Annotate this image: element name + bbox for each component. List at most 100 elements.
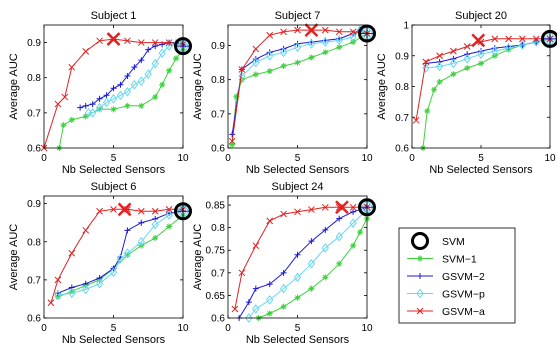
- y-tick-label: 0.8: [211, 75, 225, 86]
- point-svm-1: [450, 71, 457, 78]
- point-gsvm-p: [349, 218, 357, 228]
- point-svm-1: [54, 294, 61, 301]
- series-gsvm-p: [57, 208, 184, 296]
- point-svm-1: [336, 260, 343, 267]
- point-gsvm-p: [266, 50, 274, 61]
- point-gsvm-p: [151, 219, 159, 230]
- series-svm-1: [231, 33, 368, 145]
- point-gsvm-p: [123, 248, 132, 259]
- x-tick-label: 10: [361, 153, 373, 164]
- point-svm-1: [124, 252, 131, 259]
- point-gsvm-p: [137, 76, 145, 87]
- point-svm-1: [322, 274, 329, 281]
- point-svm-1: [464, 65, 471, 72]
- axes-frame: [227, 24, 368, 149]
- y-tick-label: 0.7: [27, 275, 41, 286]
- point-svm-1: [166, 67, 173, 74]
- axes-frame: [43, 24, 184, 149]
- series-svm-1: [258, 218, 368, 319]
- y-axis-label: Average AUC: [192, 53, 204, 120]
- gsvm-a-best-marker: [106, 32, 121, 46]
- point-gsvm-p: [279, 47, 288, 58]
- x-axis-label: Nb Selected Sensors: [246, 164, 350, 176]
- point-gsvm-a: [231, 305, 239, 313]
- gsvm-a-best-marker: [471, 33, 486, 48]
- series-gsvm-p: [88, 43, 183, 114]
- point-gsvm-a: [54, 276, 62, 284]
- point-gsvm-p: [95, 102, 104, 113]
- point-svm-1: [68, 288, 75, 295]
- point-svm-1: [252, 71, 259, 78]
- point-gsvm-p: [477, 49, 485, 60]
- point-gsvm-a: [422, 58, 430, 66]
- y-axis-label: Average AUC: [8, 53, 20, 120]
- y-tick-label: 0.9: [27, 38, 41, 49]
- y-tick-label: 0.9: [27, 199, 41, 210]
- point-svm-1: [424, 108, 431, 115]
- point-gsvm-a: [252, 45, 260, 53]
- point-gsvm-p: [504, 43, 513, 53]
- legend-label: GSVM−p: [442, 289, 485, 301]
- subplot-5: 0 5 10 0.6 0.65 0.7 0.75 0.8 0.85 Subject 24 Nb Se…: [192, 181, 376, 346]
- x-tick-label: 5: [111, 323, 117, 334]
- legend-item-gsvm-2: GSVM−2: [407, 271, 485, 283]
- point-svm-1: [173, 55, 180, 62]
- point-svm-1: [280, 303, 287, 310]
- y-tick-label: 1: [403, 21, 409, 32]
- legend-label: GSVM−a: [442, 306, 485, 318]
- point-gsvm-p: [422, 63, 430, 73]
- point-gsvm-2: [82, 102, 89, 109]
- subplot-title: Subject 6: [91, 181, 137, 193]
- x-tick-label: 0: [41, 323, 47, 334]
- y-axis-label: Average AUC: [376, 53, 388, 120]
- point-svm-1: [68, 116, 75, 123]
- point-gsvm-p: [137, 236, 145, 247]
- point-gsvm-2: [245, 299, 252, 306]
- point-svm-1: [436, 78, 443, 85]
- point-gsvm-2: [252, 285, 259, 292]
- point-gsvm-a: [491, 35, 499, 43]
- y-tick-label: 0.7: [395, 113, 409, 124]
- point-gsvm-a: [280, 210, 287, 218]
- y-tick-label: 0.6: [211, 314, 225, 325]
- point-svm-1: [229, 141, 236, 148]
- point-svm-1: [60, 122, 67, 129]
- y-axis-label: Average AUC: [8, 224, 20, 291]
- y-tick-label: 0.9: [395, 51, 409, 62]
- point-svm-1: [82, 113, 89, 120]
- legend-marker: [417, 273, 423, 279]
- point-gsvm-a: [266, 31, 274, 39]
- point-gsvm-2: [229, 131, 236, 138]
- legend-item-svm-1: SVM−1: [407, 254, 477, 266]
- y-tick-label: 0.8: [395, 82, 409, 93]
- legend-marker: [416, 288, 424, 299]
- y-tick-label: 0.6: [27, 314, 41, 325]
- x-axis-label: Nb Selected Sensors: [62, 164, 166, 176]
- x-tick-label: 0: [225, 323, 231, 334]
- point-gsvm-a: [110, 205, 117, 213]
- point-gsvm-a: [165, 205, 173, 213]
- point-gsvm-p: [158, 48, 166, 58]
- point-gsvm-a: [321, 203, 329, 211]
- point-gsvm-2: [77, 104, 84, 111]
- point-gsvm-2: [124, 227, 131, 234]
- point-gsvm-a: [349, 203, 357, 211]
- point-gsvm-a: [151, 207, 159, 215]
- plot-area: [44, 196, 183, 318]
- series-gsvm-p: [248, 209, 368, 319]
- y-tick-label: 0.6: [395, 144, 409, 155]
- point-gsvm-2: [491, 45, 498, 52]
- point-gsvm-a: [228, 137, 236, 145]
- y-tick-label: 0.6: [27, 144, 41, 155]
- point-gsvm-p: [151, 58, 159, 69]
- point-gsvm-p: [102, 97, 111, 108]
- point-gsvm-a: [96, 207, 103, 215]
- point-gsvm-a: [335, 28, 343, 36]
- y-tick-label: 0.8: [27, 73, 41, 84]
- legend-label: SVM−1: [442, 254, 477, 266]
- y-tick-label: 0.9: [211, 41, 225, 52]
- point-gsvm-a: [54, 100, 62, 108]
- point-gsvm-a: [463, 43, 471, 50]
- point-gsvm-a: [137, 207, 145, 215]
- point-gsvm-2: [322, 226, 329, 233]
